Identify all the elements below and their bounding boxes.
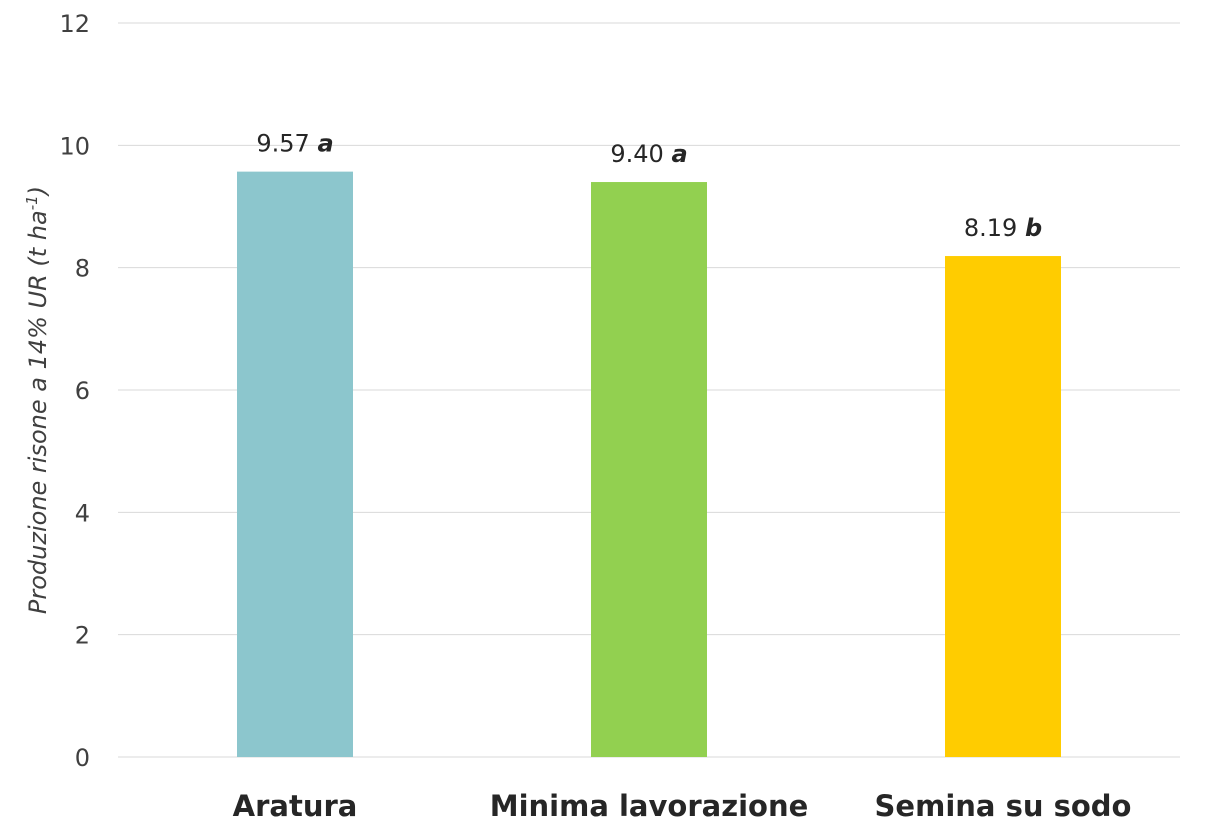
y-axis-label: Produzione risone a 14% UR (t ha-1)	[23, 186, 52, 614]
y-axis-ticks: 0 2 4 6 8 10 12	[59, 10, 90, 772]
y-axis-label-main: Produzione risone a 14% UR (t ha	[24, 210, 52, 614]
data-label: 9.40 a	[610, 140, 687, 168]
y-tick-label: 12	[59, 10, 90, 38]
data-label-letter: a	[317, 130, 333, 158]
y-tick-label: 0	[75, 744, 90, 772]
bars	[237, 171, 1061, 758]
data-label: 9.57 a	[256, 130, 333, 158]
y-tick-label: 6	[75, 377, 90, 405]
bar	[945, 256, 1061, 757]
y-tick-label: 10	[59, 132, 90, 160]
x-category-label: Minima lavorazione	[490, 789, 809, 823]
bar	[237, 171, 353, 757]
y-tick-label: 2	[75, 622, 90, 650]
y-axis-label-superscript: -1	[23, 195, 41, 210]
x-axis-categories: Aratura Minima lavorazione Semina su sodo	[233, 789, 1132, 823]
data-label-value: 9.57	[256, 130, 317, 158]
x-category-label: Aratura	[233, 789, 358, 823]
data-label-value: 9.40	[610, 140, 671, 168]
data-label-letter: b	[1025, 214, 1042, 242]
data-labels: 9.57 a 9.40 a8.19 b	[256, 130, 1042, 242]
data-label-value: 8.19	[964, 214, 1025, 242]
data-label: 8.19 b	[964, 214, 1042, 242]
y-axis-label-end: )	[24, 186, 52, 197]
x-category-label: Semina su sodo	[875, 789, 1132, 823]
y-tick-label: 4	[75, 499, 90, 527]
data-label-letter: a	[671, 140, 687, 168]
y-tick-label: 8	[75, 255, 90, 283]
bar	[591, 182, 707, 758]
